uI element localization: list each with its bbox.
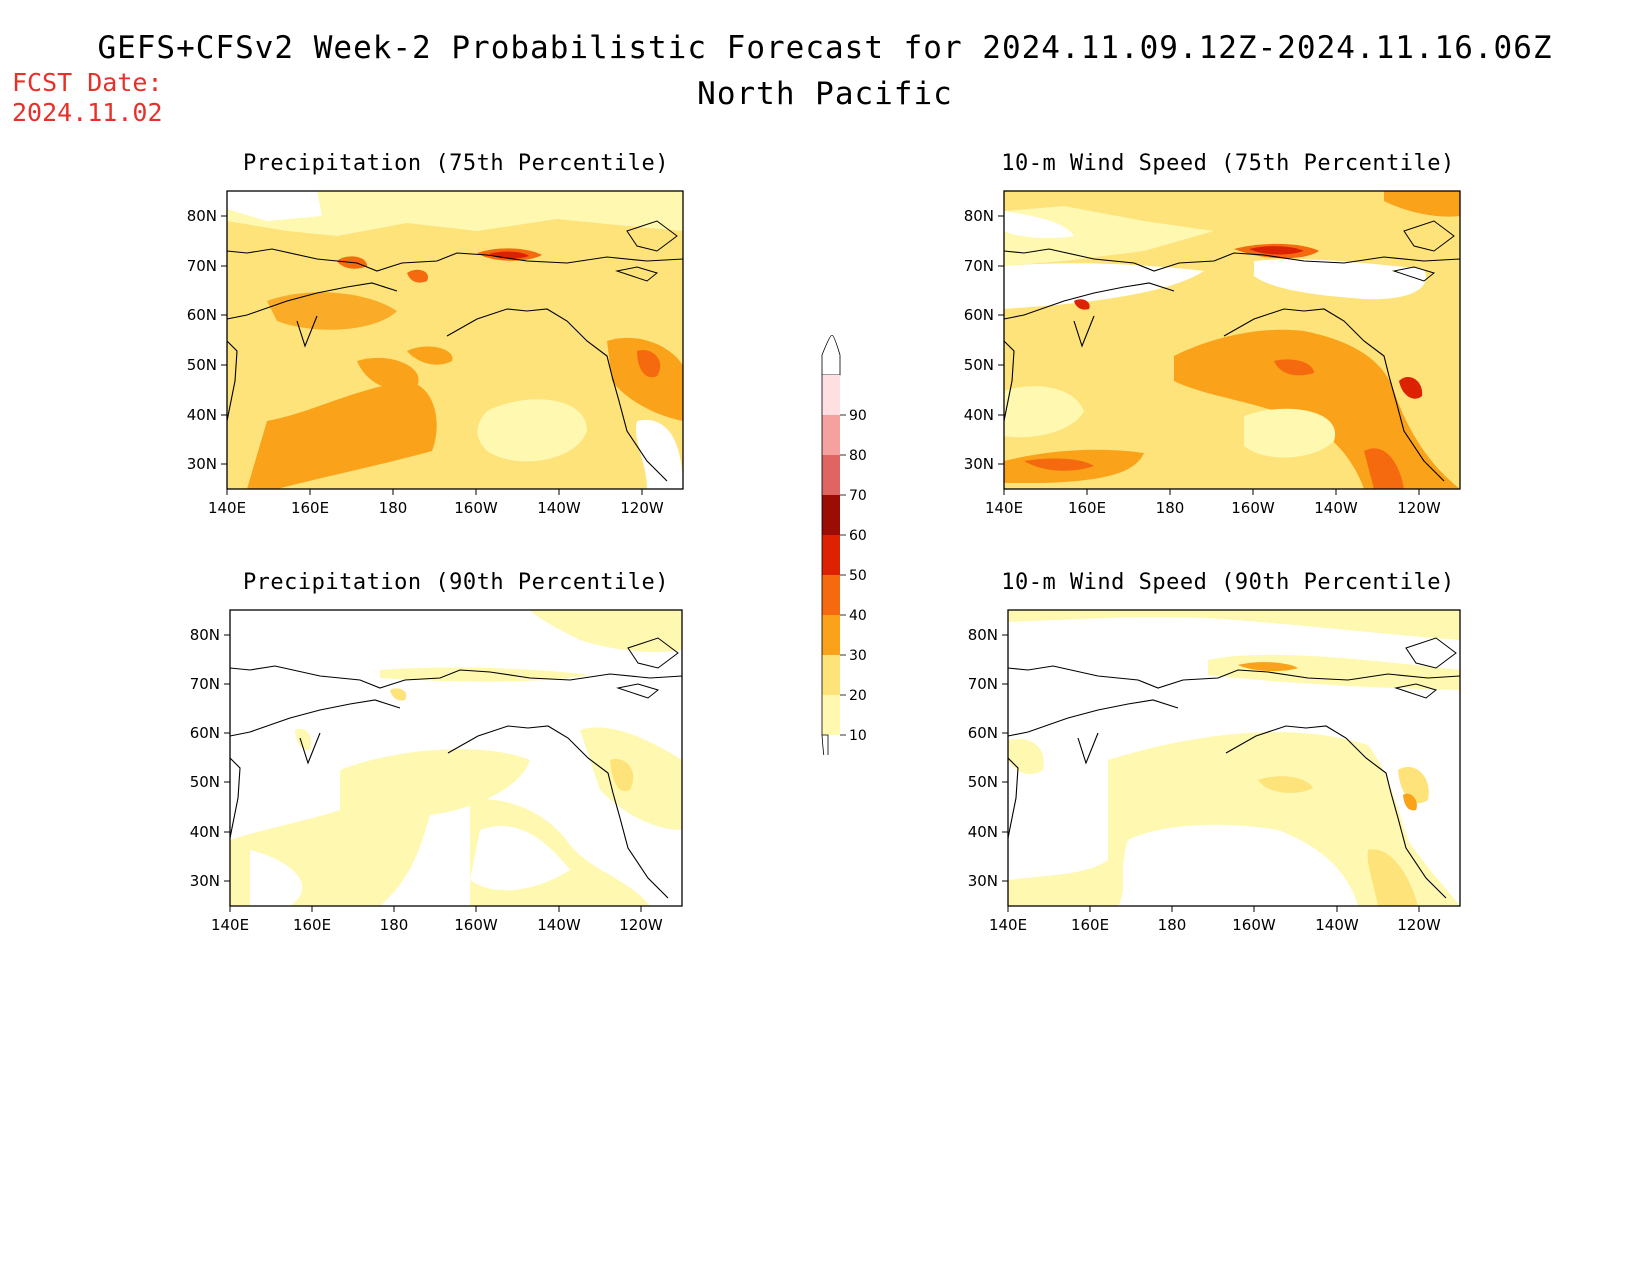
lat-axis: 30N 40N 50N 60N 70N 80N	[187, 207, 227, 473]
lat-tick-label: 50N	[968, 773, 998, 791]
lon-tick-label: 120W	[620, 499, 664, 517]
region-subtitle: North Pacific	[697, 76, 953, 112]
lat-axis: 30N 40N 50N 60N 70N 80N	[190, 626, 230, 890]
colorbar-level-label: 10	[849, 728, 867, 744]
colorbar-level-label: 70	[849, 488, 867, 504]
lon-tick-label: 160W	[454, 499, 498, 517]
lat-tick-label: 60N	[964, 306, 994, 324]
lat-axis: 30N 40N 50N 60N 70N 80N	[964, 207, 1004, 473]
lat-tick-label: 70N	[964, 257, 994, 275]
colorbar-level-label: 50	[849, 568, 867, 584]
lat-tick-label: 80N	[964, 207, 994, 225]
lat-tick-label: 80N	[968, 626, 998, 644]
panel-title-precip-75: Precipitation (75th Percentile)	[242, 151, 670, 176]
lat-tick-label: 60N	[968, 724, 998, 742]
map-panel-wind-75: 30N 40N 50N 60N 70N 80N 140E 160E 180 16…	[964, 190, 1461, 517]
colorbar-box	[822, 535, 840, 575]
colorbar-box	[822, 495, 840, 535]
lon-tick-label: 140W	[537, 916, 581, 934]
colorbar-level-label: 90	[849, 408, 867, 424]
lon-tick-label: 120W	[619, 916, 663, 934]
main-title: GEFS+CFSv2 Week-2 Probabilistic Forecast…	[97, 30, 1553, 66]
colorbar-level-label: 60	[849, 528, 867, 544]
colorbar-level-label: 30	[849, 648, 867, 664]
map-panel-precip-90: 30N 40N 50N 60N 70N 80N 140E 160E 180 16…	[190, 609, 683, 934]
lon-tick-label: 140E	[989, 916, 1027, 934]
colorbar-level-label: 20	[849, 688, 867, 704]
lon-tick-label: 140W	[537, 499, 581, 517]
lon-tick-label: 180	[380, 916, 409, 934]
lon-axis: 140E 160E 180 160W 140W 120W	[989, 906, 1441, 934]
colorbar-box	[822, 415, 840, 455]
colorbar-level-label: 80	[849, 448, 867, 464]
lat-tick-label: 70N	[190, 675, 220, 693]
lat-tick-label: 30N	[968, 872, 998, 890]
lon-tick-label: 180	[1156, 499, 1185, 517]
colorbar-cap-top	[821, 335, 841, 376]
lat-tick-label: 60N	[187, 306, 217, 324]
lat-tick-label: 40N	[964, 406, 994, 424]
lat-tick-label: 30N	[187, 455, 217, 473]
panel-title-precip-90: Precipitation (90th Percentile)	[242, 570, 670, 595]
lon-tick-label: 140E	[208, 499, 246, 517]
lat-tick-label: 80N	[190, 626, 220, 644]
colorbar-cap-bottom	[821, 734, 829, 755]
colorbar-box	[822, 655, 840, 695]
panel-title-wind-75: 10-m Wind Speed (75th Percentile)	[1001, 151, 1455, 176]
map-panel-wind-90: 30N 40N 50N 60N 70N 80N 140E 160E 180 16…	[968, 609, 1461, 934]
lon-tick-label: 180	[379, 499, 408, 517]
lat-tick-label: 30N	[964, 455, 994, 473]
lon-tick-label: 160W	[1231, 499, 1275, 517]
lat-tick-label: 70N	[968, 675, 998, 693]
colorbar-level-label: 40	[849, 608, 867, 624]
lon-tick-label: 160W	[454, 916, 498, 934]
lat-tick-label: 70N	[187, 257, 217, 275]
lon-tick-label: 160E	[293, 916, 331, 934]
lat-tick-label: 60N	[190, 724, 220, 742]
colorbar-box	[822, 695, 840, 735]
lon-tick-label: 140E	[211, 916, 249, 934]
panel-title-wind-90: 10-m Wind Speed (90th Percentile)	[1001, 570, 1455, 595]
colorbar-box	[822, 615, 840, 655]
lon-axis: 140E 160E 180 160W 140W 120W	[211, 906, 663, 934]
lat-tick-label: 50N	[964, 356, 994, 374]
lon-tick-label: 120W	[1397, 916, 1441, 934]
colorbar-box	[822, 455, 840, 495]
lat-tick-label: 40N	[968, 823, 998, 841]
lon-tick-label: 160W	[1232, 916, 1276, 934]
lon-tick-label: 140W	[1314, 499, 1358, 517]
lon-axis: 140E 160E 180 160W 140W 120W	[985, 489, 1441, 517]
lat-tick-label: 30N	[190, 872, 220, 890]
lon-axis: 140E 160E 180 160W 140W 120W	[208, 489, 664, 517]
lat-axis: 30N 40N 50N 60N 70N 80N	[968, 626, 1008, 890]
lat-tick-label: 50N	[190, 773, 220, 791]
lon-tick-label: 160E	[1071, 916, 1109, 934]
colorbar: 10 20 30 40 50 60 70 80 90	[821, 335, 867, 755]
lon-tick-label: 140E	[985, 499, 1023, 517]
lon-tick-label: 140W	[1315, 916, 1359, 934]
lat-tick-label: 50N	[187, 356, 217, 374]
lat-tick-label: 40N	[190, 823, 220, 841]
forecast-date-label: FCST Date: 2024.11.02	[12, 68, 163, 127]
lon-tick-label: 180	[1158, 916, 1187, 934]
colorbar-box	[822, 575, 840, 615]
lon-tick-label: 160E	[291, 499, 329, 517]
lat-tick-label: 40N	[187, 406, 217, 424]
map-panel-precip-75: 30N 40N 50N 60N 70N 80N 140E 160E 180 16…	[187, 190, 684, 517]
colorbar-box	[822, 375, 840, 415]
lon-tick-label: 120W	[1397, 499, 1441, 517]
lat-tick-label: 80N	[187, 207, 217, 225]
lon-tick-label: 160E	[1068, 499, 1106, 517]
